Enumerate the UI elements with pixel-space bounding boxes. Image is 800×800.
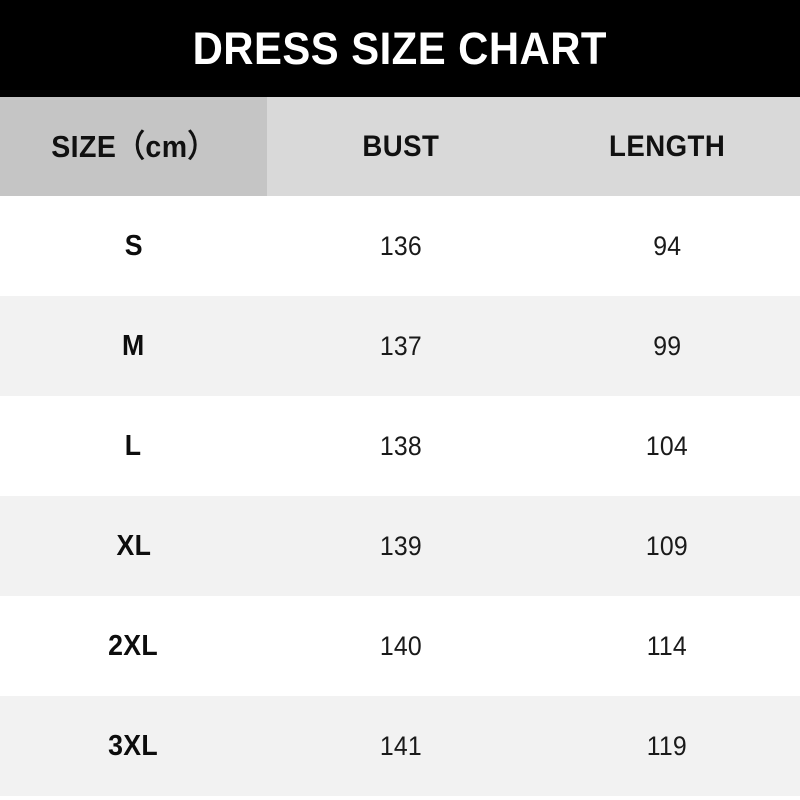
length-value: 104 xyxy=(645,430,689,461)
size-label: 3XL xyxy=(108,729,159,762)
size-label: 2XL xyxy=(108,629,159,662)
length-value: 99 xyxy=(652,330,682,361)
size-label: S xyxy=(124,229,143,262)
table-row: M 137 99 xyxy=(0,296,800,396)
length-value: 94 xyxy=(652,230,682,261)
size-label: L xyxy=(125,429,142,462)
bust-value: 137 xyxy=(379,330,422,361)
cell-size: M xyxy=(0,296,267,396)
length-value: 119 xyxy=(646,730,688,761)
page-title: DRESS SIZE CHART xyxy=(192,23,608,74)
cell-size: XL xyxy=(0,496,267,596)
column-header-length: LENGTH xyxy=(534,97,800,196)
size-label: M xyxy=(122,329,145,362)
cell-length: 109 xyxy=(534,496,800,596)
title-bar: DRESS SIZE CHART xyxy=(0,0,800,97)
cell-bust: 137 xyxy=(267,296,534,396)
table-row: XL 139 109 xyxy=(0,496,800,596)
cell-bust: 138 xyxy=(267,396,534,496)
cell-bust: 139 xyxy=(267,496,534,596)
cell-bust: 140 xyxy=(267,596,534,696)
cell-length: 114 xyxy=(534,596,800,696)
bust-value: 141 xyxy=(379,730,422,761)
table-row: L 138 104 xyxy=(0,396,800,496)
table-header: SIZE（cm） BUST LENGTH xyxy=(0,97,800,196)
cell-length: 119 xyxy=(534,696,800,796)
cell-bust: 136 xyxy=(267,196,534,296)
table-row: 3XL 141 119 xyxy=(0,696,800,796)
table-row: S 136 94 xyxy=(0,196,800,296)
cell-size: L xyxy=(0,396,267,496)
cell-size: 3XL xyxy=(0,696,267,796)
length-value: 109 xyxy=(645,530,689,561)
bust-value: 138 xyxy=(379,430,422,461)
cell-length: 94 xyxy=(534,196,800,296)
bust-value: 140 xyxy=(379,630,422,661)
size-chart-table: SIZE（cm） BUST LENGTH S 136 94 xyxy=(0,97,800,796)
column-header-length-label: LENGTH xyxy=(608,129,726,163)
column-header-bust: BUST xyxy=(267,97,534,196)
column-header-size-label: SIZE（cm） xyxy=(50,129,217,164)
column-header-bust-label: BUST xyxy=(362,129,439,163)
size-label: XL xyxy=(116,529,151,562)
table-row: 2XL 140 114 xyxy=(0,596,800,696)
length-value: 114 xyxy=(646,630,688,661)
cell-bust: 141 xyxy=(267,696,534,796)
column-header-size: SIZE（cm） xyxy=(0,97,267,196)
bust-value: 136 xyxy=(379,230,422,261)
header-row: SIZE（cm） BUST LENGTH xyxy=(0,97,800,196)
table-body: S 136 94 M 137 99 xyxy=(0,196,800,796)
bust-value: 139 xyxy=(379,530,422,561)
cell-length: 104 xyxy=(534,396,800,496)
cell-size: S xyxy=(0,196,267,296)
cell-length: 99 xyxy=(534,296,800,396)
cell-size: 2XL xyxy=(0,596,267,696)
